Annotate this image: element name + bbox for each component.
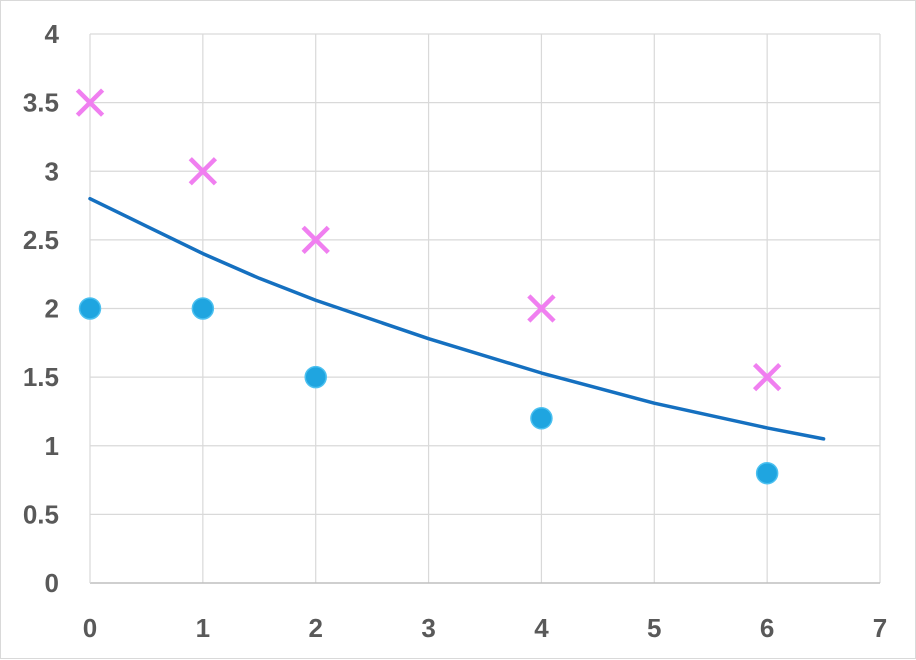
- circle-point: [191, 297, 215, 320]
- circle-point: [304, 365, 327, 389]
- cross-stroke: [752, 362, 782, 392]
- x-tick-label: 6: [760, 613, 774, 643]
- trend-line: [88, 196, 826, 441]
- cross-stroke: [527, 294, 556, 323]
- data-series: [75, 88, 826, 485]
- y-tick-label: 3: [45, 156, 59, 186]
- x-tick-label: 5: [647, 613, 661, 643]
- y-tick-label: 0.5: [23, 499, 59, 529]
- cross-stroke: [188, 157, 218, 186]
- y-tick-label: 2.5: [23, 225, 59, 255]
- cross-point: [301, 225, 330, 255]
- x-tick-label: 1: [196, 613, 210, 643]
- circle-point: [78, 297, 102, 320]
- cross-point: [527, 294, 556, 323]
- y-tick-label: 1: [45, 431, 59, 461]
- y-tick-label: 1.5: [23, 362, 59, 392]
- tick-labels: 0 1 2 3 4 5 6 7 0 0.5 1 1.5 2 2.5 3 3.5 4: [23, 19, 887, 643]
- circle-point: [755, 461, 779, 485]
- x-tick-label: 4: [534, 613, 549, 643]
- y-tick-label: 4: [45, 19, 60, 49]
- cross-point: [75, 88, 105, 117]
- x-tick-label: 3: [421, 613, 435, 643]
- x-tick-label: 2: [308, 613, 322, 643]
- cross-point: [188, 157, 218, 186]
- circle-point: [530, 407, 553, 430]
- y-tick-label: 3.5: [23, 88, 59, 118]
- y-tick-label: 0: [45, 568, 59, 598]
- cross-stroke: [301, 225, 330, 255]
- y-tick-label: 2: [45, 294, 59, 324]
- x-tick-label: 0: [83, 613, 97, 643]
- cross-point: [752, 362, 782, 392]
- cross-stroke: [75, 88, 105, 117]
- x-tick-label: 7: [873, 613, 887, 643]
- grid-lines: [90, 33, 881, 583]
